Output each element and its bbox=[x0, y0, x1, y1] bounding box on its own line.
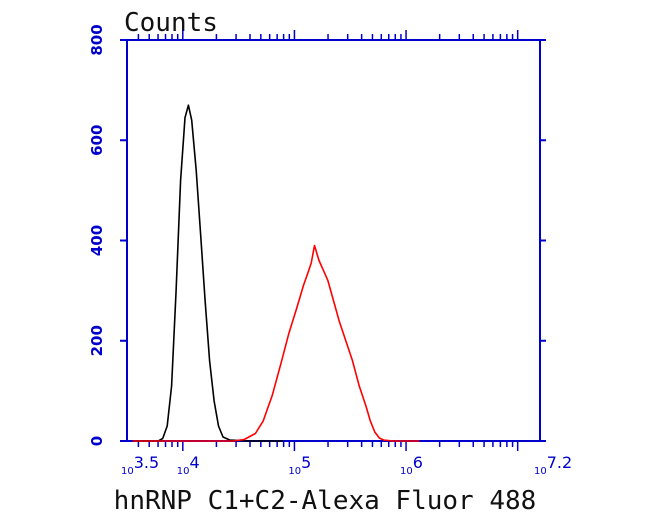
y-tick-label: 200 bbox=[88, 325, 106, 356]
x-tick-label: 107.2 bbox=[534, 453, 572, 477]
x-tick-label: 103.5 bbox=[121, 453, 159, 477]
y-tick-label: 400 bbox=[88, 225, 106, 256]
histogram-series-1 bbox=[132, 104, 284, 442]
y-tick-label: 0 bbox=[88, 436, 106, 446]
x-tick-label: 106 bbox=[400, 453, 423, 477]
histogram-series-2 bbox=[132, 244, 420, 442]
y-tick-label: 600 bbox=[88, 125, 106, 156]
x-tick-label: 104 bbox=[177, 453, 200, 477]
x-tick-label: 105 bbox=[288, 453, 311, 477]
y-tick-label: 800 bbox=[88, 24, 106, 55]
y-axis-title: Counts bbox=[124, 8, 218, 38]
x-axis-title: hnRNP C1+C2-Alexa Fluor 488 bbox=[113, 486, 537, 516]
plot-frame bbox=[126, 39, 541, 442]
